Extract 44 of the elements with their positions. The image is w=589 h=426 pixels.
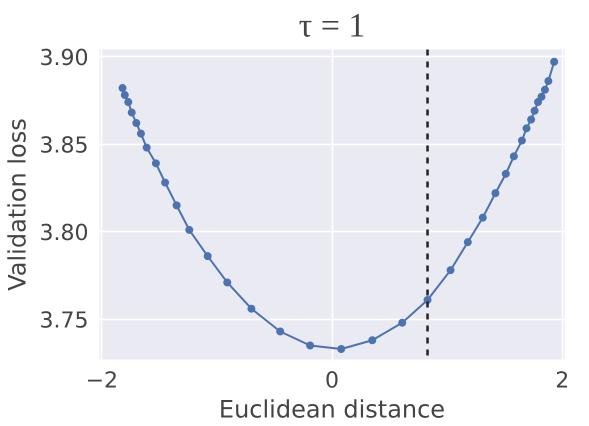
point <box>398 318 406 327</box>
y-tick-label: 3.80 <box>40 221 88 246</box>
point <box>204 252 212 260</box>
point <box>161 178 170 187</box>
y-tick-label: 3.85 <box>40 134 88 159</box>
point <box>518 136 526 145</box>
point <box>534 98 542 106</box>
x-tick-label: −2 <box>86 368 118 394</box>
point <box>136 130 145 138</box>
point <box>544 77 552 86</box>
point <box>464 238 472 246</box>
y-tick-label: 3.75 <box>40 308 88 334</box>
point <box>172 201 181 210</box>
point <box>337 345 346 353</box>
point <box>491 189 500 198</box>
point <box>510 152 518 160</box>
point <box>530 106 539 115</box>
point <box>132 119 140 128</box>
x-tick-label: 0 <box>325 368 339 394</box>
point <box>247 304 256 313</box>
point <box>540 86 549 94</box>
point <box>550 58 558 66</box>
point <box>185 226 194 234</box>
x-axis-title: Euclidean distance <box>218 396 446 424</box>
point <box>276 327 284 336</box>
point <box>522 124 531 132</box>
y-tick-label: 3.90 <box>40 46 88 72</box>
y-axis-title: Validation loss <box>4 118 32 291</box>
point <box>537 92 546 101</box>
point <box>502 170 510 178</box>
point <box>120 91 129 100</box>
point <box>527 116 536 124</box>
point <box>124 98 132 106</box>
point <box>368 336 376 344</box>
chart-title: τ = 1 <box>298 8 366 44</box>
x-tick-label: 2 <box>555 368 570 394</box>
point <box>478 214 487 222</box>
point <box>118 84 127 92</box>
point <box>446 266 455 274</box>
point <box>223 278 232 286</box>
point <box>128 108 136 117</box>
point <box>152 159 160 168</box>
point <box>306 341 314 350</box>
point <box>142 144 151 152</box>
